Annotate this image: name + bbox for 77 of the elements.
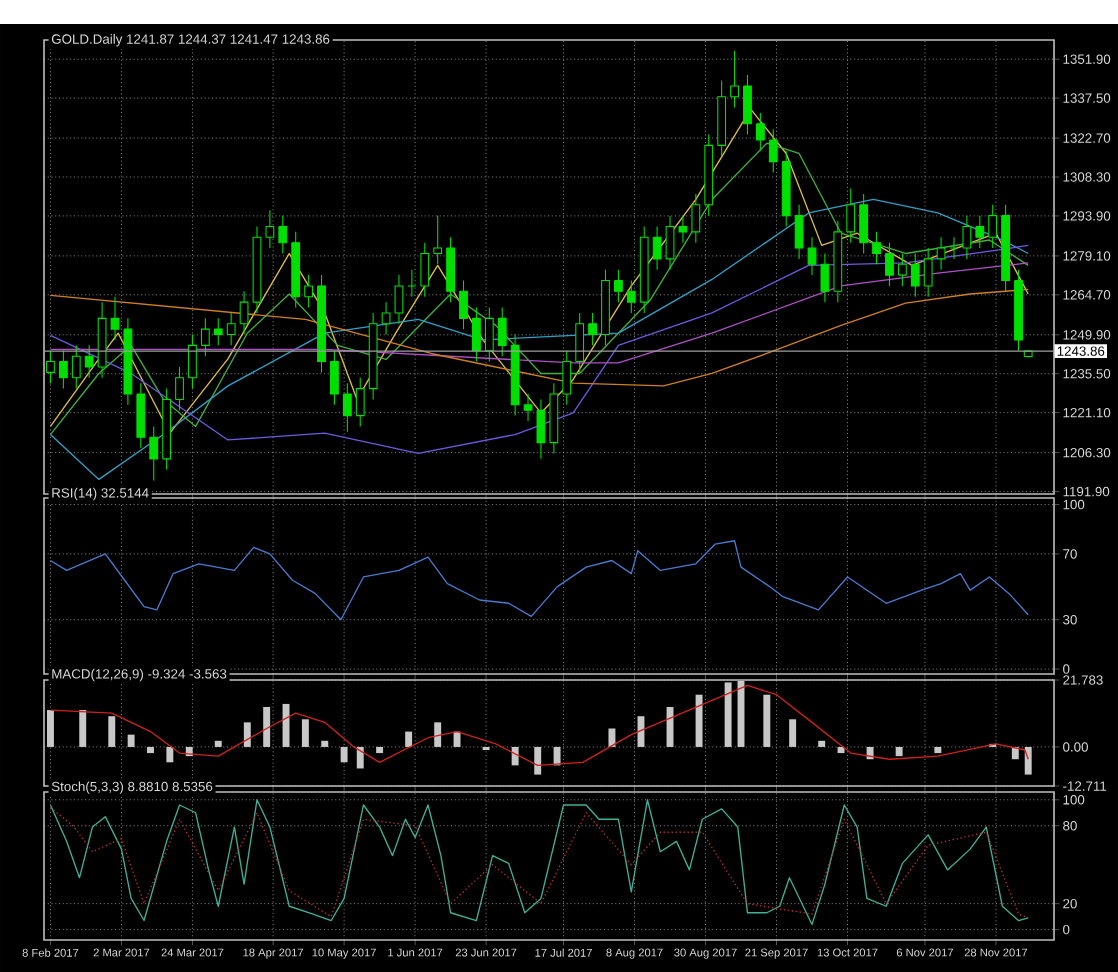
candlestick [936, 236, 946, 271]
line-series [49, 540, 1029, 621]
candlestick [626, 279, 636, 314]
candlestick [446, 236, 456, 303]
line-series [49, 198, 1029, 481]
candlestick [226, 312, 236, 346]
bar [895, 746, 903, 757]
candlestick [923, 247, 933, 298]
candlestick [975, 215, 985, 249]
bar [147, 746, 154, 754]
candlestick [304, 274, 314, 309]
candlestick [407, 269, 417, 298]
bar [127, 734, 135, 747]
candlestick [278, 215, 288, 255]
candlestick [755, 112, 765, 152]
candlestick [575, 312, 585, 373]
candlestick [910, 252, 920, 298]
candlestick [846, 188, 856, 244]
candlestick [149, 425, 159, 482]
bar [263, 706, 271, 747]
bar [934, 746, 942, 754]
candlestick [84, 344, 94, 379]
bar [405, 731, 413, 747]
candlestick [562, 350, 572, 406]
candlestick [420, 242, 430, 298]
bar [453, 731, 461, 747]
bar [1024, 746, 1032, 775]
candlestick [691, 193, 701, 244]
candlestick [459, 279, 468, 330]
bar [356, 746, 364, 769]
bar [108, 716, 116, 747]
bar [321, 740, 329, 747]
candlestick [730, 50, 739, 109]
candlestick [859, 193, 869, 255]
candlestick [613, 269, 623, 303]
bar [376, 746, 384, 754]
candlestick [768, 128, 778, 173]
candlestick [949, 236, 959, 260]
candlestick [200, 317, 210, 357]
candlestick [988, 204, 998, 249]
candlestick [175, 366, 184, 411]
candlestick [355, 377, 365, 427]
candlestick [136, 382, 146, 449]
candlestick [71, 344, 81, 390]
candlestick [743, 74, 752, 136]
candlestick [885, 242, 894, 287]
bar [534, 746, 542, 775]
candlestick [497, 306, 507, 357]
candlestick [588, 312, 597, 346]
bar [818, 740, 826, 747]
bar [434, 722, 442, 747]
bar [608, 728, 616, 747]
bar [301, 719, 309, 747]
candlestick [342, 382, 352, 433]
bar [166, 746, 174, 763]
candlestick [188, 334, 197, 390]
candlestick [433, 215, 443, 265]
candlestick [265, 209, 275, 249]
bar [340, 746, 348, 763]
candlestick [330, 350, 339, 406]
candlestick [962, 215, 972, 260]
bar [837, 746, 845, 754]
candlestick [213, 317, 223, 346]
bar [243, 722, 251, 747]
bar [789, 719, 797, 747]
candlestick [897, 252, 907, 287]
candlestick [472, 306, 481, 363]
bar [214, 740, 222, 747]
bar [79, 710, 87, 747]
bar [763, 694, 771, 747]
candlestick [872, 231, 881, 265]
candlestick [484, 306, 494, 363]
bar [511, 746, 519, 766]
line-series [49, 244, 1029, 455]
candlestick [58, 350, 68, 390]
candlestick [46, 350, 55, 384]
bar [695, 694, 703, 747]
